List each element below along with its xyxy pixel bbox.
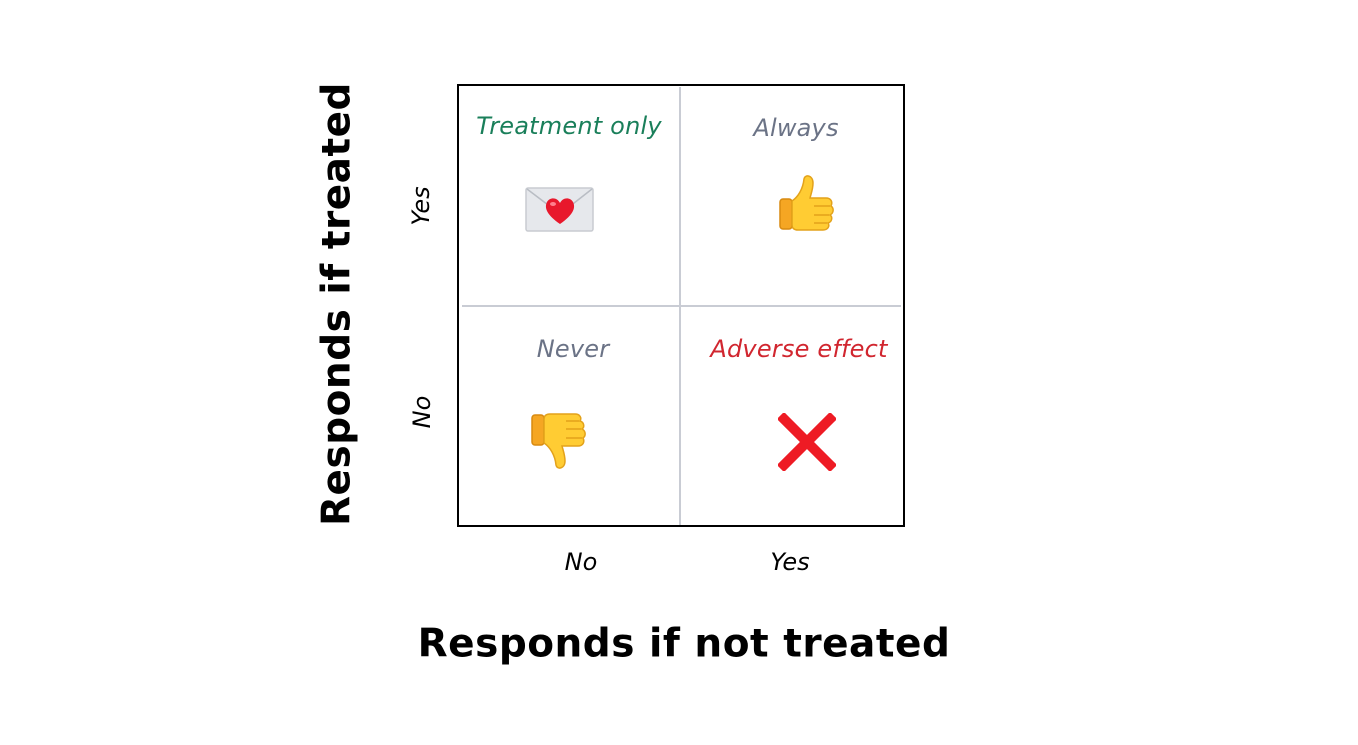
- cross-mark-icon: [778, 413, 836, 471]
- love-letter-icon: [525, 187, 594, 232]
- quadrant-title-adverse-effect: Adverse effect: [710, 335, 888, 363]
- x-tick-no: No: [564, 548, 598, 576]
- quadrant-title-never: Never: [536, 335, 610, 363]
- thumbs-down-icon: [531, 413, 586, 469]
- x-tick-yes: Yes: [770, 548, 810, 576]
- y-tick-yes: Yes: [407, 186, 435, 226]
- y-axis-label: Responds if treated: [314, 82, 360, 526]
- y-tick-no: No: [408, 395, 436, 429]
- quadrant-title-always: Always: [753, 114, 839, 142]
- quadrant-title-treatment-only: Treatment only: [476, 112, 662, 140]
- horizontal-divider: [462, 305, 901, 307]
- x-axis-label: Responds if not treated: [417, 621, 951, 667]
- thumbs-up-icon: [779, 175, 834, 231]
